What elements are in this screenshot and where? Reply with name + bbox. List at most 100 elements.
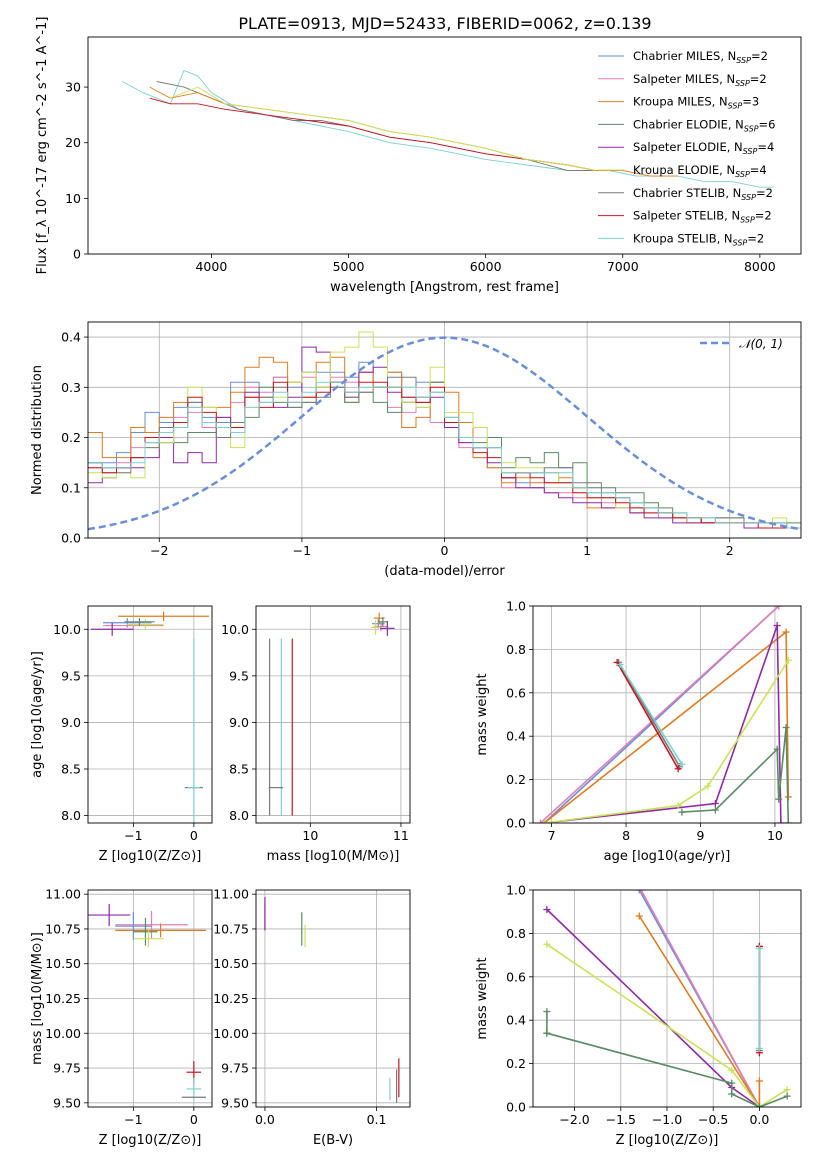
data-point [91, 622, 134, 636]
axes-frame [87, 36, 802, 255]
data-point [127, 619, 164, 631]
y-tick-label: 10.00 [45, 1026, 81, 1041]
y-tick-label: 9.75 [221, 1061, 249, 1076]
plot-area [533, 606, 801, 823]
y-tick-label: 10.75 [45, 921, 81, 936]
x-tick-label: 10 [767, 828, 783, 843]
data-point [115, 923, 206, 938]
legend-label: Chabrier MILES, NSSP=2 [633, 49, 768, 65]
y-tick-label: 0.4 [506, 729, 526, 744]
y-tick-label: 10.0 [221, 622, 249, 637]
y-tick-label: 0 [73, 247, 81, 262]
data-point [103, 620, 164, 631]
x-axis-label: age [log10(age/yr)] [604, 849, 731, 864]
y-tick-label: 10.25 [213, 991, 249, 1006]
figure-title: PLATE=0913, MJD=52433, FIBERID=0062, z=0… [238, 14, 651, 33]
x-tick-label: −1.0 [652, 1112, 682, 1127]
plot-content-weight_vs_Z [543, 890, 791, 1107]
x-tick-label: 8000 [744, 259, 776, 274]
spectrum-series [170, 86, 596, 171]
x-axis-label: E(B-V) [313, 1133, 353, 1148]
axes-frame [87, 605, 213, 824]
x-tick-label: −1.5 [606, 1112, 636, 1127]
y-axis-label: Normed distribution [30, 365, 45, 495]
data-point [133, 930, 164, 948]
x-tick-label: 7 [548, 828, 556, 843]
normal-curve [88, 336, 801, 531]
weight-series [544, 625, 782, 823]
axes-frame [87, 321, 802, 539]
y-tick-label: 10.75 [213, 921, 249, 936]
y-axis-label: Flux [f_λ 10^-17 erg cm^-2 s^-1 A^-1] [35, 17, 50, 275]
y-tick-label: 9.0 [61, 715, 81, 730]
y-tick-label: 8.0 [229, 808, 249, 823]
x-tick-label: 0 [190, 1112, 198, 1127]
y-axis-label: age [log10(age/yr)] [30, 651, 45, 778]
x-axis-label: wavelength [Angstrom, rest frame] [330, 280, 559, 295]
weight-series [681, 727, 790, 823]
plot-content-spectrum [122, 69, 774, 188]
y-tick-label: 9.50 [53, 1095, 81, 1110]
axes-frame [532, 605, 802, 824]
spectrum-series [122, 69, 774, 188]
y-tick-label: 8.0 [61, 808, 81, 823]
x-tick-label: 0.1 [367, 1112, 387, 1127]
weight-series [546, 943, 788, 1107]
data-point [186, 1077, 202, 1101]
x-tick-label: 7000 [607, 259, 639, 274]
plot-content-age_vs_Z [91, 611, 209, 823]
y-tick-label: 10.0 [53, 622, 81, 637]
y-axis-label: mass [log10(M/M⊙)] [30, 932, 45, 1065]
x-axis-label: Z [log10(Z/Z⊙)] [616, 1133, 719, 1148]
x-tick-label: −1 [124, 1112, 142, 1127]
y-tick-label: 0.2 [506, 1056, 526, 1071]
y-tick-label: 10 [65, 191, 81, 206]
weight-series [640, 890, 761, 1107]
axes-mass_vs_ebv: 0.0 0.1 9.50 9.75 10.00 10.25 10.50 10.75 11.00 E… [213, 887, 411, 1148]
x-tick-label: −2 [150, 543, 168, 558]
data-point [380, 620, 395, 636]
plot-content-age_vs_mass [268, 612, 395, 816]
axes-frame [87, 889, 213, 1108]
y-tick-label: 8.5 [229, 761, 249, 776]
plot-content-mass_vs_ebv [264, 896, 400, 1103]
x-tick-label: 9 [697, 828, 705, 843]
x-tick-label: −1 [293, 543, 311, 558]
x-axis-label: Z [log10(Z/Z⊙)] [99, 849, 202, 864]
axes-frame [532, 889, 802, 1108]
data-point [124, 618, 155, 626]
x-tick-label: 0.0 [749, 1112, 769, 1127]
weight-series [638, 915, 761, 1107]
legend-label: Kroupa ELODIE, NSSP=4 [633, 163, 767, 179]
x-tick-label: 6000 [470, 259, 502, 274]
histogram-series [88, 381, 801, 529]
axes-age_vs_Z: −1 0 8.0 8.5 9.0 9.5 10.0 Z [log10(Z/Z⊙)] age [l… [30, 605, 213, 864]
weight-series [544, 659, 789, 823]
y-tick-label: 30 [65, 80, 81, 95]
plot-content-mass_vs_Z [88, 903, 206, 1101]
y-tick-label: 0.8 [506, 926, 526, 941]
x-tick-label: −0.5 [698, 1112, 728, 1127]
y-tick-label: 10.50 [45, 956, 81, 971]
data-point [187, 638, 200, 823]
y-tick-label: 0.2 [506, 772, 526, 787]
axes-residuals: −2 −1 0 1 2 0.0 0.1 0.2 0.3 0.4 (data-model)/error… [30, 321, 802, 579]
y-axis-label: mass weight [475, 957, 490, 1039]
data-point [115, 910, 188, 939]
legend-label: 𝒩(0, 1) [739, 337, 783, 351]
y-tick-label: 0.6 [506, 969, 526, 984]
y-tick-label: 9.5 [61, 668, 81, 683]
legend-label: Chabrier STELIB, NSSP=2 [633, 186, 773, 202]
residuals-legend: 𝒩(0, 1) [700, 337, 783, 351]
x-axis-label: Z [log10(Z/Z⊙)] [99, 1133, 202, 1148]
data-point [371, 619, 381, 635]
y-tick-label: 11.00 [213, 887, 249, 902]
y-tick-label: 1.0 [506, 599, 526, 614]
legend-label: Kroupa STELIB, NSSP=2 [633, 231, 764, 247]
data-point [133, 917, 158, 946]
legend-label: Salpeter STELIB, NSSP=2 [633, 209, 772, 225]
y-tick-label: 0.6 [506, 685, 526, 700]
x-axis-label: mass [log10(M/M⊙)] [267, 849, 400, 864]
y-tick-label: 8.5 [61, 761, 81, 776]
